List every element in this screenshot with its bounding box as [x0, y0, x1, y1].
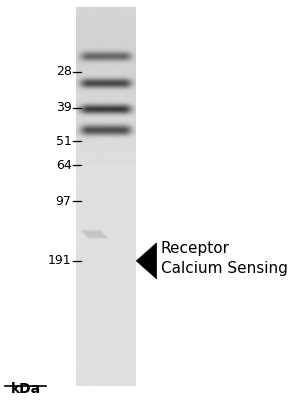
- Text: 28: 28: [56, 65, 72, 78]
- Text: Receptor: Receptor: [161, 242, 230, 256]
- Text: 64: 64: [56, 159, 72, 172]
- Text: 191: 191: [48, 254, 72, 267]
- Text: 51: 51: [56, 135, 72, 148]
- Text: Calcium Sensing: Calcium Sensing: [161, 261, 288, 276]
- Text: 39: 39: [56, 101, 72, 114]
- Text: 97: 97: [56, 195, 72, 208]
- Text: kDa: kDa: [11, 382, 41, 396]
- Polygon shape: [136, 243, 156, 279]
